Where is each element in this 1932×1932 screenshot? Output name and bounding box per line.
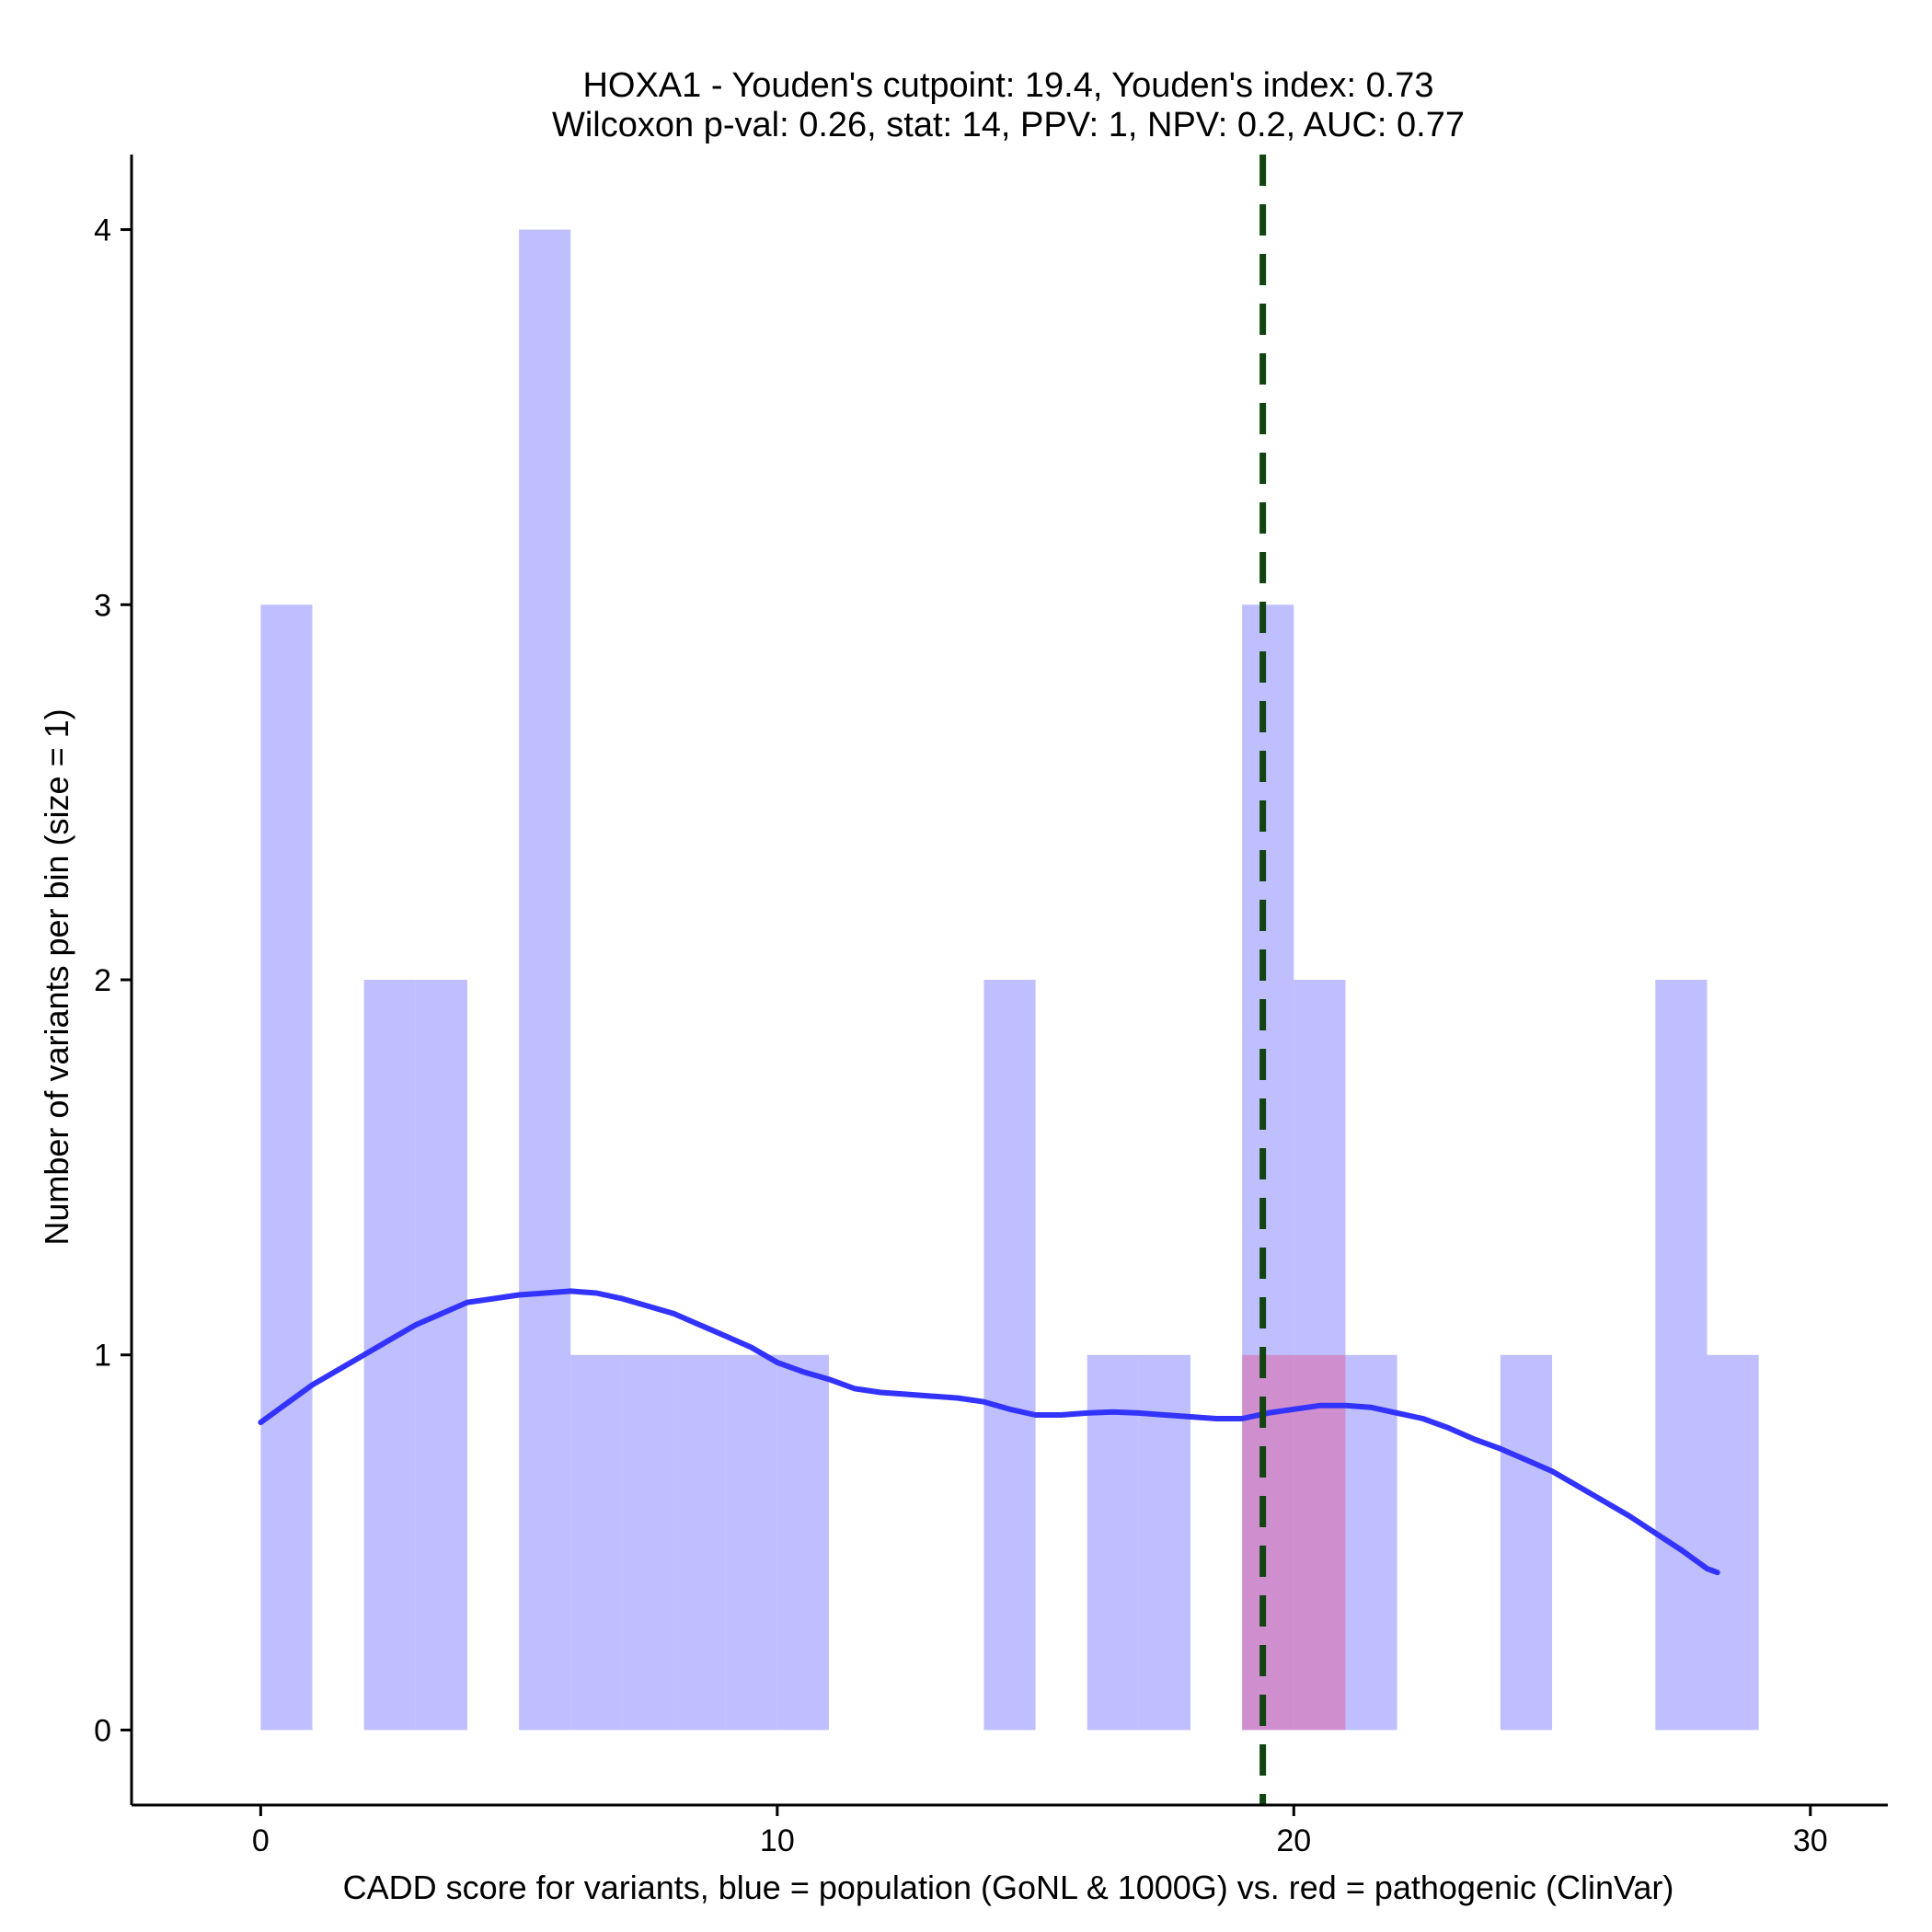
population-bar	[1655, 980, 1708, 1731]
x-tick-label: 0	[252, 1823, 270, 1858]
series-pathogenic	[1242, 1354, 1346, 1731]
y-tick-label: 2	[94, 963, 111, 998]
population-bar	[1707, 1354, 1759, 1731]
y-axis-label: Number of variants per bin (size = 1)	[38, 708, 75, 1245]
smooth-density-line	[258, 1288, 1720, 1576]
x-tick-label: 10	[760, 1823, 795, 1858]
x-tick-label: 30	[1793, 1823, 1828, 1858]
population-bar	[983, 980, 1036, 1731]
population-bar	[570, 1354, 623, 1731]
pathogenic-bar	[1294, 1354, 1346, 1731]
x-tick-label: 20	[1276, 1823, 1311, 1858]
population-bar	[415, 980, 467, 1731]
population-bar	[1345, 1354, 1397, 1731]
population-bar	[260, 604, 313, 1731]
population-bar	[519, 229, 571, 1731]
series-population	[260, 229, 1759, 1731]
chart-title: HOXA1 - Youden's cutpoint: 19.4, Youden'…	[582, 66, 1433, 105]
population-bar	[673, 1354, 726, 1731]
population-bar	[622, 1354, 674, 1731]
population-bar	[1500, 1354, 1553, 1731]
plot-area	[258, 155, 1759, 1805]
y-tick-label: 0	[94, 1713, 111, 1748]
population-bar	[1087, 1354, 1139, 1731]
y-tick-label: 3	[94, 588, 111, 623]
x-axis-label: CADD score for variants, blue = populati…	[343, 1869, 1674, 1906]
population-bar	[363, 980, 416, 1731]
y-tick-label: 4	[94, 213, 111, 248]
population-bar	[725, 1354, 777, 1731]
population-bar	[776, 1354, 829, 1731]
chart-subtitle: Wilcoxon p-val: 0.26, stat: 14, PPV: 1, …	[552, 106, 1465, 144]
y-tick-label: 1	[94, 1339, 111, 1374]
ticks: 0 10 20 30 0 1 2 3 4	[94, 213, 1828, 1858]
